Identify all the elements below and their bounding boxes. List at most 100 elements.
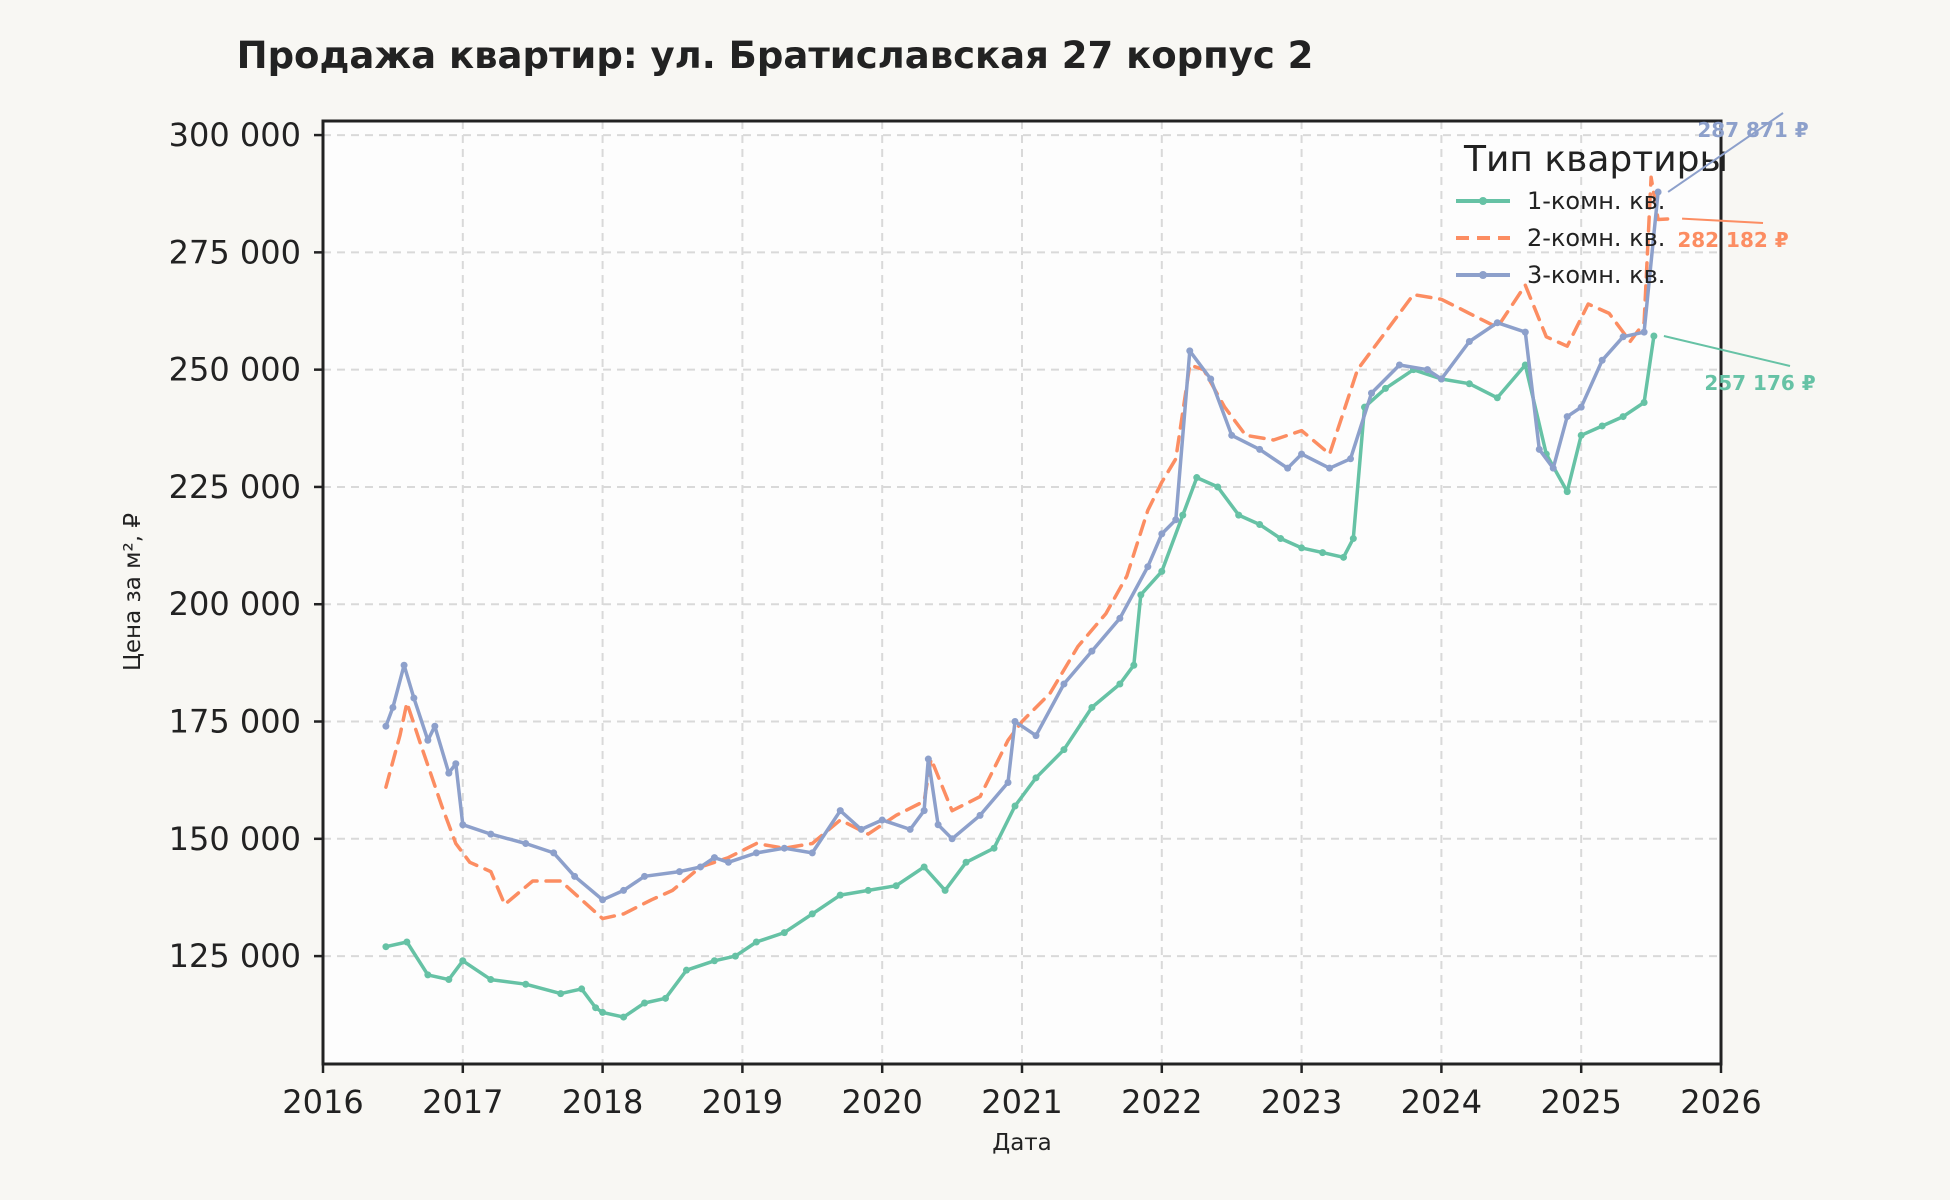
data-point (1256, 520, 1264, 528)
data-point (1088, 703, 1096, 711)
y-tick-label: 275 000 (169, 233, 301, 271)
data-point (808, 849, 816, 857)
data-point (403, 938, 411, 946)
data-point (920, 807, 928, 815)
data-point (1032, 774, 1040, 782)
data-point (752, 849, 760, 857)
end-label-arrow (1682, 217, 1764, 224)
data-point (1493, 319, 1501, 327)
legend-marker (1479, 197, 1487, 205)
data-point (948, 835, 956, 843)
x-tick-label: 2023 (1261, 1083, 1342, 1121)
data-point (1465, 338, 1473, 346)
data-point (599, 1008, 607, 1016)
series-line-2 (384, 175, 1674, 921)
data-point (487, 830, 495, 838)
data-point (382, 722, 390, 730)
data-point (1381, 384, 1389, 392)
data-point (459, 821, 467, 829)
data-point (1619, 333, 1627, 341)
end-labels: 257 176 ₽ 282 182 ₽ 287 871 ₽ (1663, 112, 1816, 395)
data-point (1598, 356, 1606, 364)
data-point (1347, 455, 1355, 463)
data-point (1654, 188, 1662, 196)
data-point (1284, 464, 1292, 472)
y-tick-label: 300 000 (169, 116, 301, 154)
data-point (990, 844, 998, 852)
data-point (445, 769, 453, 777)
data-point (620, 886, 628, 894)
chart-title: Продажа квартир: ул. Братиславская 27 ко… (237, 34, 1314, 77)
legend-title: Тип квартиры (1463, 139, 1728, 180)
data-point (906, 825, 914, 833)
data-point (1060, 680, 1068, 688)
data-point (780, 844, 788, 852)
data-point (1437, 375, 1445, 383)
data-point (592, 1004, 600, 1012)
y-tick-label: 200 000 (169, 585, 301, 623)
data-point (1277, 535, 1285, 543)
data-point (578, 985, 586, 993)
data-point (696, 863, 704, 871)
data-point (836, 807, 844, 815)
data-point (1521, 361, 1529, 369)
data-point (1158, 530, 1166, 538)
data-point (724, 858, 732, 866)
axis-ticks: 2016 2017 2018 2019 2020 2021 2022 2023 2024 2025… (169, 116, 1762, 1121)
x-tick-label: 2016 (282, 1083, 363, 1121)
data-point (1207, 375, 1215, 383)
data-point (878, 816, 886, 824)
data-point (1228, 431, 1236, 439)
data-point (424, 971, 432, 979)
data-point (487, 976, 495, 984)
data-point (1395, 361, 1403, 369)
data-point (976, 811, 984, 819)
data-point (1640, 398, 1648, 406)
x-axis-label: Дата (992, 1130, 1052, 1156)
end-value-label: 257 176 ₽ (1704, 371, 1815, 395)
data-point (962, 858, 970, 866)
data-point (1319, 549, 1327, 557)
data-point (1193, 474, 1201, 482)
y-tick-label: 150 000 (169, 820, 301, 858)
data-point (836, 891, 844, 899)
data-point (1298, 544, 1306, 552)
y-tick-label: 175 000 (169, 703, 301, 741)
end-value-label: 287 871 ₽ (1697, 118, 1808, 142)
x-tick-label: 2017 (422, 1083, 503, 1121)
data-point (1214, 483, 1222, 491)
data-point (599, 896, 607, 904)
data-point (1465, 380, 1473, 388)
legend-entry: 3-комн. кв. (1527, 261, 1665, 289)
data-point (1256, 445, 1264, 453)
end-value-label: 282 182 ₽ (1677, 228, 1788, 252)
data-point (1349, 535, 1357, 543)
x-tick-label: 2026 (1680, 1083, 1761, 1121)
x-tick-label: 2021 (981, 1083, 1062, 1121)
data-point (1650, 332, 1658, 340)
data-point (1186, 347, 1194, 355)
legend-entry: 2-комн. кв. (1527, 224, 1665, 252)
data-point (1298, 450, 1306, 458)
data-point (920, 863, 928, 871)
data-point (1116, 614, 1124, 622)
legend: Тип квартиры 1-комн. кв. 2-комн. кв. 3-ком… (1456, 139, 1728, 289)
data-point (1130, 661, 1138, 669)
series-line-3 (384, 190, 1660, 902)
data-point (1563, 488, 1571, 496)
data-point (1598, 422, 1606, 430)
end-label-arrow (1667, 112, 1784, 193)
data-point (1235, 511, 1243, 519)
x-tick-label: 2025 (1540, 1083, 1621, 1121)
data-point (924, 755, 932, 763)
data-point (1011, 802, 1019, 810)
data-point (1137, 591, 1145, 599)
data-point (1032, 732, 1040, 740)
data-point (934, 821, 942, 829)
data-point (1326, 464, 1334, 472)
data-point (1577, 403, 1585, 411)
data-point (1004, 779, 1012, 787)
data-point (1493, 394, 1501, 402)
data-point (752, 938, 760, 946)
